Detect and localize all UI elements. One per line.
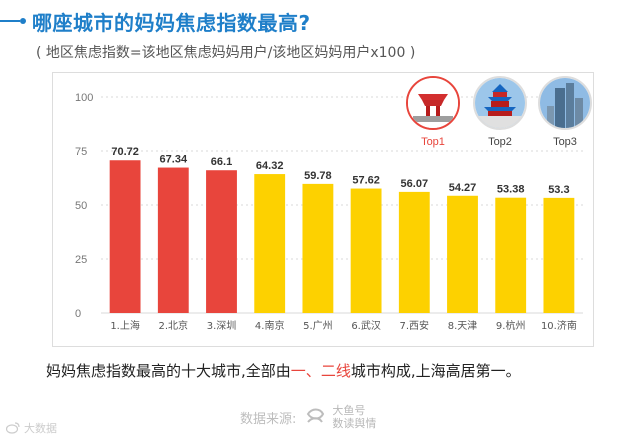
watermark: 大数据: [6, 420, 57, 436]
bar: [254, 174, 286, 313]
top2-label: Top2: [488, 136, 512, 148]
source-footer: 数据来源: 大鱼号 数读舆情: [240, 404, 376, 430]
brand-line1: 大鱼号: [332, 404, 366, 417]
top1-badge: Top1: [398, 76, 468, 148]
watermark-text: 大数据: [24, 422, 57, 435]
conclusion-part1: 妈妈焦虑指数最高的十大城市,全部由: [46, 362, 291, 380]
x-tick-label: 7.西安: [400, 319, 430, 332]
x-tick-label: 4.南京: [255, 319, 285, 332]
data-label: 66.1: [211, 156, 232, 168]
conclusion-part2: 城市构成,上海高居第一。: [350, 362, 521, 380]
subtitle: ( 地区焦虑指数=该地区焦虑妈妈用户/该地区妈妈用户x100 ): [36, 45, 416, 61]
data-label: 64.32: [256, 160, 284, 172]
source-brand: 大鱼号 数读舆情: [332, 404, 376, 430]
x-tick-label: 9.杭州: [496, 319, 526, 332]
x-tick-label: 2.北京: [159, 319, 189, 332]
bar: [350, 188, 382, 313]
bar: [206, 170, 237, 313]
data-label: 59.78: [304, 170, 332, 182]
y-tick-label: 100: [75, 92, 93, 104]
top3-badge: Top3: [530, 76, 600, 148]
brand-line2: 数读舆情: [332, 417, 377, 430]
conclusion-text: 妈妈焦虑指数最高的十大城市,全部由一、二线城市构成,上海高居第一。: [46, 360, 521, 381]
skyscraper-icon: [538, 76, 592, 130]
bar: [302, 183, 334, 313]
bar-chart: 0 25 50 75 100 70.72 1.上海 67.34 2.北京 66.1 3.深圳 64.3…: [75, 92, 583, 332]
data-label: 70.72: [111, 146, 139, 158]
y-tick-label: 75: [75, 146, 87, 158]
x-tick-label: 3.深圳: [207, 320, 237, 332]
data-label: 53.38: [497, 184, 525, 196]
top1-label: Top1: [421, 136, 445, 148]
data-label: 67.34: [160, 154, 188, 166]
china-pavilion-icon: [406, 76, 460, 130]
x-tick-label: 10.济南: [541, 319, 577, 332]
data-label: 53.3: [548, 184, 569, 196]
bar: [543, 197, 575, 313]
data-label: 57.62: [352, 175, 380, 187]
weibo-icon: [6, 422, 20, 434]
title-dot: [20, 18, 26, 24]
fish-logo-icon: [307, 408, 325, 423]
data-label: 56.07: [401, 178, 429, 190]
x-tick-label: 5.广州: [303, 320, 333, 332]
y-tick-label: 50: [75, 200, 87, 212]
bar: [495, 197, 527, 313]
conclusion-highlight-tier1: 一: [290, 362, 306, 380]
y-tick-label: 25: [75, 254, 87, 266]
x-tick-label: 6.武汉: [351, 319, 381, 332]
title-rule: [0, 20, 20, 22]
x-tick-label: 1.上海: [110, 319, 140, 332]
top2-badge: Top2: [465, 76, 535, 148]
bar: [109, 160, 141, 313]
title-bar: 哪座城市的妈妈焦虑指数最高?: [0, 6, 311, 36]
data-label: 54.27: [449, 182, 477, 194]
bar: [398, 191, 430, 313]
conclusion-separator: 、: [305, 362, 321, 380]
bar: [157, 167, 189, 313]
page-title: 哪座城市的妈妈焦虑指数最高?: [32, 10, 311, 35]
conclusion-highlight-tier2: 二线: [320, 362, 351, 380]
temple-of-heaven-icon: [473, 76, 527, 130]
bar: [447, 195, 478, 313]
top3-label: Top3: [553, 136, 577, 148]
source-label: 数据来源:: [240, 411, 297, 427]
y-tick-label: 0: [75, 308, 81, 320]
x-tick-label: 8.天津: [448, 320, 478, 332]
